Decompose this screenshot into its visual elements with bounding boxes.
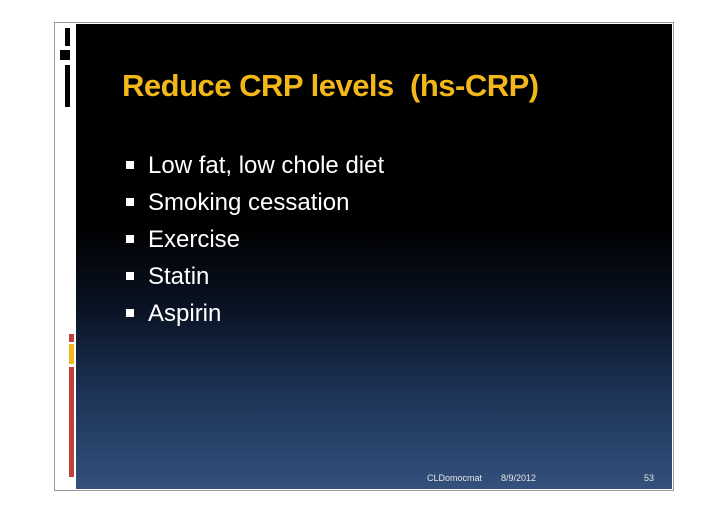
bullet-square-icon [126,272,134,280]
decorative-bar-red [69,334,74,342]
decorative-bar [65,65,70,107]
footer-author: CLDomocmat [427,473,483,483]
bullet-list: Low fat, low chole diet Smoking cessatio… [124,152,384,337]
slide-title: Reduce CRP levels (hs-CRP) [122,68,539,103]
bullet-square-icon [126,198,134,206]
decorative-bar-red [69,367,74,477]
bullet-item: Low fat, low chole diet [124,152,384,189]
bullet-item: Aspirin [124,300,384,337]
bullet-square-icon [126,161,134,169]
decorative-bar [65,28,70,46]
bullet-item: Smoking cessation [124,189,384,226]
footer-date: 8/9/2012 [501,473,537,483]
bullet-text: Aspirin [148,300,222,327]
bullet-square-icon [126,309,134,317]
slide: Reduce CRP levels (hs-CRP) Low fat, low … [76,24,672,489]
footer-page-number: 53 [644,473,655,483]
bullet-text: Exercise [148,226,241,253]
decorative-bar [60,50,70,60]
bullet-item: Statin [124,263,384,300]
bullet-square-icon [126,235,134,243]
bullet-item: Exercise [124,226,384,263]
decorative-bar-yellow [69,344,74,364]
bullet-text: Statin [148,263,210,290]
bullet-text: Smoking cessation [148,189,350,216]
bullet-text: Low fat, low chole diet [148,152,385,179]
